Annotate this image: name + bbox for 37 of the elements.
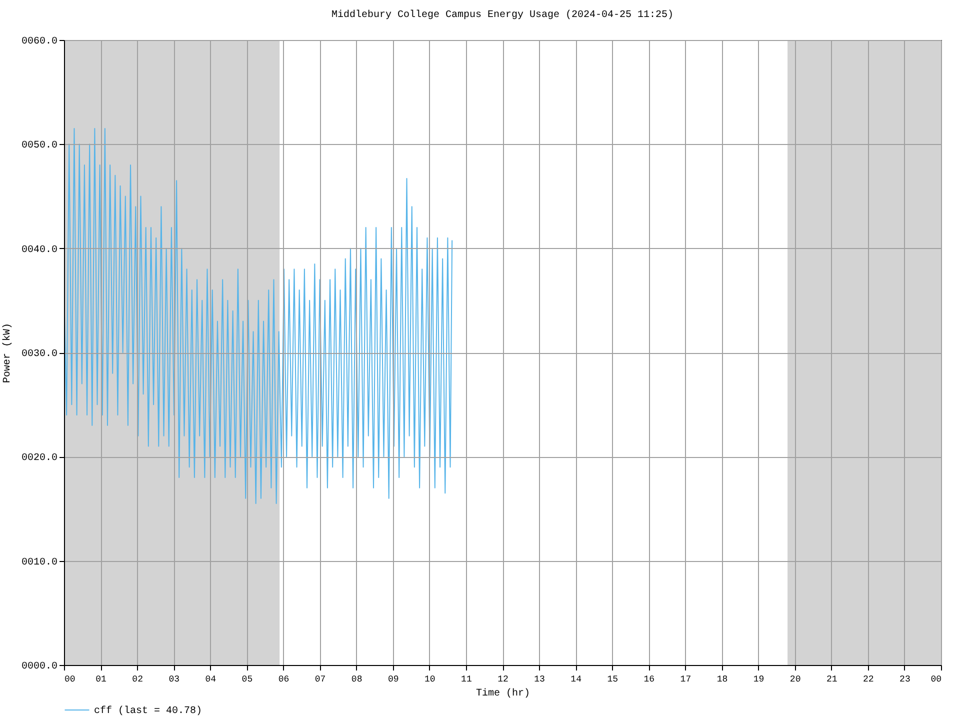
x-tick-label: 07 xyxy=(314,674,326,684)
x-tick-label: 00 xyxy=(64,674,76,684)
x-tick-label: 19 xyxy=(753,674,764,684)
y-tick-label: 0050.0 xyxy=(21,140,58,152)
x-tick-label: 11 xyxy=(461,674,472,684)
x-axis-title: Time (hr) xyxy=(476,688,530,700)
x-tick-label: 18 xyxy=(716,674,728,684)
x-tick-label: 02 xyxy=(132,674,143,684)
y-tick-label: 0040.0 xyxy=(21,244,58,256)
y-tick-label: 0020.0 xyxy=(21,453,58,464)
x-tick-label: 14 xyxy=(570,674,582,684)
y-tick-label: 0010.0 xyxy=(21,557,58,568)
x-tick-label: 17 xyxy=(680,674,692,684)
x-tick-label: 16 xyxy=(644,674,655,684)
x-tick-label: 12 xyxy=(498,674,508,684)
x-tick-label: 09 xyxy=(388,674,399,684)
x-tick-label: 21 xyxy=(826,674,838,684)
y-tick-label: 0030.0 xyxy=(21,349,58,360)
x-tick-label: 23 xyxy=(900,674,910,684)
x-tick-label: 20 xyxy=(790,674,801,684)
x-tick-label: 04 xyxy=(205,674,216,684)
x-tick-label: 22 xyxy=(863,674,874,684)
chart-title: Middlebury College Campus Energy Usage (2024-04-25 11:25) xyxy=(331,9,674,21)
x-tick-label: 08 xyxy=(351,674,362,684)
x-tick-label: 01 xyxy=(96,674,106,684)
y-tick-label: 0060.0 xyxy=(21,36,58,48)
x-tick-label: 10 xyxy=(424,674,436,684)
x-tick-label: 13 xyxy=(534,674,545,684)
x-tick-label: 00 xyxy=(930,674,942,684)
x-tick-label: 15 xyxy=(607,674,618,684)
y-axis-title: Power (kW) xyxy=(1,322,14,384)
x-tick-label: 06 xyxy=(278,674,290,684)
x-tick-label: 03 xyxy=(168,674,180,684)
y-tick-label: 0000.0 xyxy=(21,662,58,672)
legend-label: cff (last = 40.78) xyxy=(94,705,202,717)
line-series xyxy=(64,128,453,504)
x-tick-label: 05 xyxy=(242,674,253,684)
